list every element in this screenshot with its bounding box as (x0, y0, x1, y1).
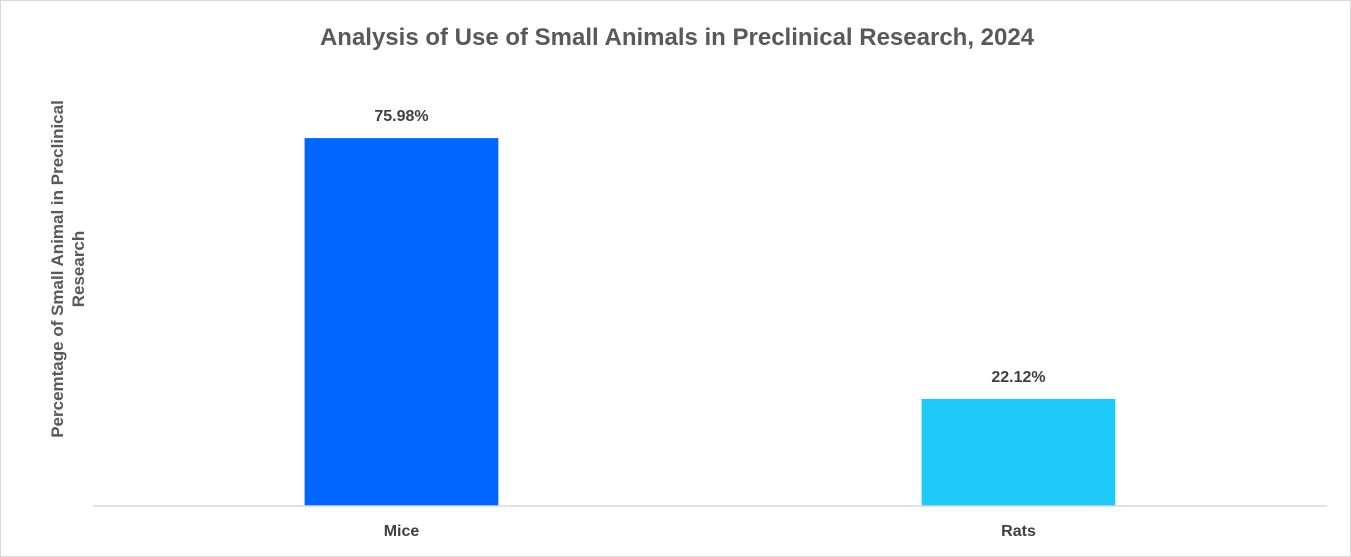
y-axis-label-line-2: Research (69, 231, 88, 308)
bar-mice (304, 138, 499, 506)
data-labels: 75.98% 22.12% (374, 108, 1045, 386)
x-tick-label-rats: Rats (1001, 523, 1036, 540)
data-label-mice: 75.98% (374, 108, 428, 125)
x-axis-ticks: Mice Rats (384, 523, 1036, 540)
y-axis-label: Percemtage of Small Animal in Preclinica… (48, 100, 88, 438)
x-tick-label-mice: Mice (384, 523, 420, 540)
data-label-rats: 22.12% (991, 369, 1045, 386)
chart-title: Analysis of Use of Small Animals in Prec… (320, 24, 1035, 51)
y-axis-label-line-1: Percemtage of Small Animal in Preclinica… (48, 100, 67, 438)
bar-series (304, 138, 1116, 506)
bar-rats (921, 398, 1116, 506)
